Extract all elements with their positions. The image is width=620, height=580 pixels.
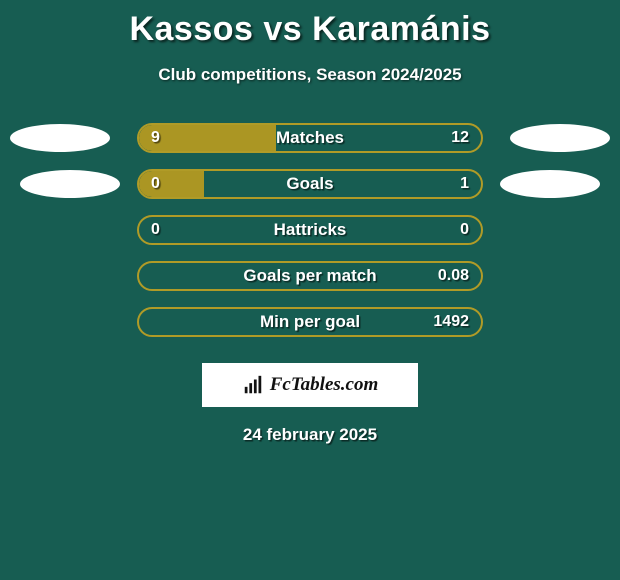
stat-row-hattricks: 0 Hattricks 0 bbox=[0, 207, 620, 253]
subtitle: Club competitions, Season 2024/2025 bbox=[0, 65, 620, 85]
team-badge-right bbox=[510, 124, 610, 152]
stat-label: Matches bbox=[139, 125, 481, 151]
stat-row-matches: 9 Matches 12 bbox=[0, 115, 620, 161]
bar-gpm: Goals per match 0.08 bbox=[137, 261, 483, 291]
bar-matches: 9 Matches 12 bbox=[137, 123, 483, 153]
stat-row-gpm: Goals per match 0.08 bbox=[0, 253, 620, 299]
bar-goals: 0 Goals 1 bbox=[137, 169, 483, 199]
page-title: Kassos vs Karamánis bbox=[0, 0, 620, 49]
stat-val-right: 1492 bbox=[433, 309, 469, 335]
date-line: 24 february 2025 bbox=[0, 425, 620, 445]
team-badge-left bbox=[10, 124, 110, 152]
stat-val-right: 0.08 bbox=[438, 263, 469, 289]
vs-word: vs bbox=[263, 10, 302, 48]
team-badge-right bbox=[500, 170, 600, 198]
stat-row-goals: 0 Goals 1 bbox=[0, 161, 620, 207]
stat-val-right: 0 bbox=[460, 217, 469, 243]
stat-row-mpg: Min per goal 1492 bbox=[0, 299, 620, 345]
team-badge-left bbox=[20, 170, 120, 198]
player2-name: Karamánis bbox=[312, 10, 490, 48]
bar-hattricks: 0 Hattricks 0 bbox=[137, 215, 483, 245]
footer-logo-text: FcTables.com bbox=[270, 374, 379, 396]
footer-logo[interactable]: FcTables.com bbox=[202, 363, 418, 407]
stat-label: Min per goal bbox=[139, 309, 481, 335]
bar-mpg: Min per goal 1492 bbox=[137, 307, 483, 337]
barchart-icon bbox=[242, 374, 264, 396]
stat-val-right: 12 bbox=[451, 125, 469, 151]
stat-val-right: 1 bbox=[460, 171, 469, 197]
stat-label: Goals per match bbox=[139, 263, 481, 289]
stats-container: 9 Matches 12 0 Goals 1 0 Hattricks 0 Goa… bbox=[0, 115, 620, 345]
stat-label: Hattricks bbox=[139, 217, 481, 243]
stat-label: Goals bbox=[139, 171, 481, 197]
player1-name: Kassos bbox=[129, 10, 253, 48]
